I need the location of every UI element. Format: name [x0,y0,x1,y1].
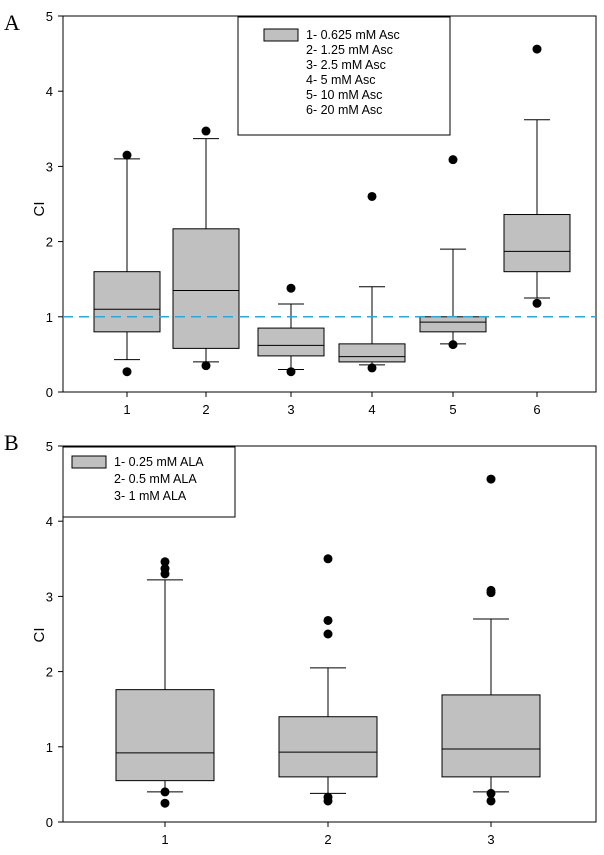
panel-a-box-6 [503,44,571,308]
panel-b-xtick-label: 2 [324,832,331,847]
panel-a-boxes [63,44,596,377]
panel-b-ylabel: CI [31,628,48,643]
panel-a-ytick-label: 2 [46,235,53,250]
panel-a-ytick-label: 5 [46,9,53,24]
iqr-box [338,343,406,363]
panel-b-box-2 [278,554,378,806]
panel-a-label: A [4,10,20,35]
iqr-box [419,316,487,333]
panel-b-ytick-label: 5 [46,439,53,454]
iqr-box [257,327,325,357]
panel-b-xtick-label: 1 [161,832,168,847]
iqr-box [172,228,240,349]
panel-a-legend-entry-3: 3- 2.5 mM Asc [306,58,386,72]
panel-a-axes: 0 1 2 3 4 5 1 2 3 4 5 6 [46,9,597,417]
panel-b-ytick-label: 0 [46,815,53,830]
panel-a-legend-entry-2: 2- 1.25 mM Asc [306,43,393,57]
iqr-box [503,214,571,273]
panel-a-xtick-label: 2 [202,402,209,417]
panel-b-ytick-label: 2 [46,665,53,680]
panel-b-plot-frame [62,445,597,823]
panel-a-box-2 [172,126,240,371]
outlier-point [448,155,458,165]
outlier-point [160,798,170,808]
panel-b-ytick-label: 1 [46,740,53,755]
panel-a-ytick-label: 3 [46,159,53,174]
outlier-point [486,796,496,806]
panel-b-xtick-label: 3 [487,832,494,847]
panel-b-ytick-label: 3 [46,589,53,604]
panel-b-axes: 0 1 2 3 4 5 1 2 3 [46,439,597,847]
panel-b: B CI 0 1 2 3 4 5 1 2 3 1- 0.25 mM ALA 2- 0.5 mM … [4,430,597,847]
outlier-point [486,585,496,595]
iqr-box [115,689,215,782]
panel-a-xtick-label: 3 [287,402,294,417]
outlier-point [486,474,496,484]
panel-b-legend: 1- 0.25 mM ALA 2- 0.5 mM ALA 3- 1 mM ALA [62,446,236,518]
outlier-point [122,367,132,377]
panel-b-box-3 [441,474,541,806]
outlier-point [201,361,211,371]
outlier-point [532,44,542,54]
panel-a-xtick-label: 5 [449,402,456,417]
iqr-box [278,716,378,778]
outlier-point [486,788,496,798]
outlier-point [323,554,333,564]
panel-a-box-5 [419,155,487,350]
panel-b-ytick-label: 4 [46,514,53,529]
outlier-point [323,615,333,625]
panel-b-boxes [115,474,541,808]
panel-a-box-3 [257,283,325,377]
outlier-point [201,126,211,136]
panel-b-box-1 [115,557,215,808]
panel-a-ytick-label: 1 [46,310,53,325]
outlier-point [160,787,170,797]
outlier-point [367,363,377,373]
panel-a-plot-frame [62,15,597,393]
outlier-point [448,340,458,350]
panel-a-legend-swatch [263,28,299,42]
panel-a: A CI 0 1 2 3 4 5 1 2 3 4 5 6 1- 0.625 mM Asc 2- 1.2… [4,9,597,417]
panel-b-legend-swatch [71,455,107,469]
outlier-point [286,367,296,377]
outlier-point [122,150,132,160]
iqr-box [441,694,541,778]
panel-a-legend-entry-1: 1- 0.625 mM Asc [306,28,400,42]
panel-b-legend-entry-3: 3- 1 mM ALA [114,489,187,503]
outlier-point [323,792,333,802]
panel-a-legend-entry-6: 6- 20 mM Asc [306,103,382,117]
iqr-box [93,271,161,333]
panel-a-ylabel: CI [31,202,48,217]
outlier-point [160,564,170,574]
panel-a-xtick-label: 1 [123,402,130,417]
panel-b-legend-entry-1: 1- 0.25 mM ALA [114,455,204,469]
panel-a-legend: 1- 0.625 mM Asc 2- 1.25 mM Asc 3- 2.5 mM… [237,16,451,136]
panel-a-legend-entry-4: 4- 5 mM Asc [306,73,375,87]
panel-a-xtick-label: 4 [368,402,375,417]
outlier-point [286,283,296,293]
panel-a-ytick-label: 4 [46,84,53,99]
panel-b-label: B [4,430,19,455]
panel-b-legend-entry-2: 2- 0.5 mM ALA [114,472,197,486]
outlier-point [367,191,377,201]
panel-a-box-4 [338,191,406,373]
outlier-point [160,557,170,567]
outlier-point [532,298,542,308]
panel-a-ytick-label: 0 [46,385,53,400]
panel-a-box-1 [93,150,161,377]
outlier-point [323,629,333,639]
panel-a-legend-entry-5: 5- 10 mM Asc [306,88,382,102]
panel-a-xtick-label: 6 [533,402,540,417]
